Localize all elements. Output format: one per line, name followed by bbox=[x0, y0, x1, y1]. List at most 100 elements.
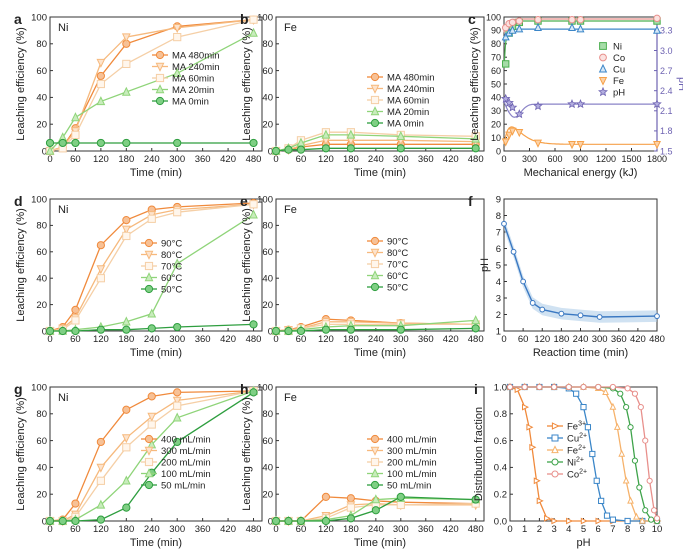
legend-marker bbox=[370, 248, 380, 258]
data-point bbox=[507, 102, 518, 112]
data-point bbox=[508, 25, 517, 34]
y-tick-label: 0.0 bbox=[494, 516, 507, 527]
legend-marker bbox=[144, 261, 154, 271]
data-point bbox=[346, 503, 355, 512]
y-tick-label: 100 bbox=[257, 382, 273, 393]
ion-charge: 2+ bbox=[576, 456, 584, 463]
ion-name: Fe bbox=[567, 421, 578, 432]
data-point bbox=[346, 325, 355, 334]
data-point bbox=[580, 383, 587, 391]
legend-marker bbox=[370, 259, 380, 269]
panel-label: i bbox=[474, 381, 478, 397]
data-point bbox=[96, 71, 105, 81]
x-tick-label: 0 bbox=[47, 334, 52, 345]
legend-label: Cu2+ bbox=[567, 432, 587, 444]
y-tick-label: 40 bbox=[262, 274, 273, 285]
data-point bbox=[173, 33, 182, 42]
data-point bbox=[271, 516, 281, 526]
data-point bbox=[500, 93, 511, 103]
legend-label: 70°C bbox=[387, 259, 408, 270]
data-point bbox=[96, 58, 106, 68]
data-point bbox=[508, 127, 517, 136]
data-point bbox=[173, 401, 182, 410]
data-point bbox=[534, 139, 542, 148]
ion-charge: 2+ bbox=[579, 432, 587, 439]
x-tick-label: 60 bbox=[70, 154, 81, 165]
data-point bbox=[653, 25, 661, 34]
x-axis-label: Time (min) bbox=[354, 537, 406, 549]
legend-label: Cu bbox=[613, 64, 625, 75]
panel-label: g bbox=[14, 381, 23, 397]
x-tick-label: 0 bbox=[47, 154, 52, 165]
data-point bbox=[584, 424, 592, 431]
x-tick-label: 0 bbox=[507, 524, 512, 535]
legend-marker bbox=[370, 446, 380, 456]
data-point bbox=[506, 383, 514, 391]
series-line bbox=[49, 19, 254, 152]
x-tick-label: 60 bbox=[296, 154, 307, 165]
legend-label: 60°C bbox=[161, 273, 182, 284]
data-point bbox=[371, 494, 381, 504]
data-point bbox=[296, 326, 306, 336]
y-tick-label: 100 bbox=[31, 194, 47, 205]
data-point bbox=[122, 405, 131, 414]
x-tick-label: 120 bbox=[93, 334, 109, 345]
x-tick-label: 480 bbox=[246, 334, 262, 345]
legend-label: MA 20min bbox=[387, 107, 429, 118]
x-tick-label: 420 bbox=[443, 524, 459, 535]
data-point bbox=[396, 325, 405, 334]
y-tick-label: 0 bbox=[496, 146, 501, 156]
panel-label: a bbox=[14, 11, 22, 27]
data-point bbox=[121, 316, 131, 326]
legend-marker bbox=[370, 72, 380, 82]
legend-label: 200 mL/min bbox=[387, 457, 437, 468]
element-label: Fe bbox=[284, 22, 297, 34]
data-point bbox=[624, 385, 631, 392]
data-point bbox=[565, 383, 572, 391]
panel-label: b bbox=[240, 11, 249, 27]
x-tick-label: 480 bbox=[468, 154, 484, 165]
legend-marker bbox=[551, 434, 559, 442]
data-point bbox=[284, 326, 293, 336]
data-point bbox=[598, 497, 605, 504]
x-tick-label: 300 bbox=[393, 334, 409, 345]
x-tick-label: 180 bbox=[118, 154, 134, 165]
x-axis-label: Time (min) bbox=[130, 167, 182, 179]
x-tick-label: 0 bbox=[273, 154, 278, 165]
panel-d: 0 60 120 180 240 300 360 420 480 0 20 40 60 80 100 Time… bbox=[14, 193, 263, 359]
x-tick-label: 480 bbox=[246, 524, 262, 535]
data-point bbox=[172, 412, 182, 422]
plot-frame bbox=[49, 16, 263, 152]
data-point bbox=[609, 516, 616, 523]
legend-marker bbox=[370, 480, 380, 490]
element-label: Fe bbox=[284, 204, 297, 216]
data-point bbox=[653, 515, 661, 522]
x-tick-label: 0 bbox=[273, 524, 278, 535]
data-point bbox=[534, 15, 542, 24]
data-point bbox=[536, 383, 543, 391]
legend-label: Co bbox=[613, 53, 625, 64]
legend-label: Ni bbox=[613, 41, 622, 52]
element-label: Ni bbox=[58, 392, 68, 404]
ion-name: Fe bbox=[567, 445, 578, 456]
data-point bbox=[568, 15, 576, 24]
legend-marker bbox=[370, 434, 380, 444]
data-point bbox=[96, 437, 105, 447]
plot-frame bbox=[275, 386, 485, 522]
data-point bbox=[646, 477, 653, 484]
y-axis-label: Leaching efficiency (%) bbox=[469, 27, 481, 141]
data-point bbox=[551, 517, 559, 525]
data-point bbox=[284, 516, 293, 526]
y-axis-label: pH bbox=[479, 258, 491, 272]
ion-charge: 3+ bbox=[578, 420, 586, 427]
legend-label: Fe2+ bbox=[567, 444, 586, 456]
data-point bbox=[249, 200, 258, 209]
x-tick-label: 180 bbox=[343, 334, 359, 345]
y-tick-label: 60 bbox=[262, 247, 273, 258]
x-axis-label: Reaction time (min) bbox=[533, 347, 628, 359]
x-tick-label: 240 bbox=[368, 334, 384, 345]
data-point bbox=[122, 503, 131, 512]
data-point bbox=[514, 386, 522, 394]
x-axis-label: Time (min) bbox=[130, 537, 182, 549]
